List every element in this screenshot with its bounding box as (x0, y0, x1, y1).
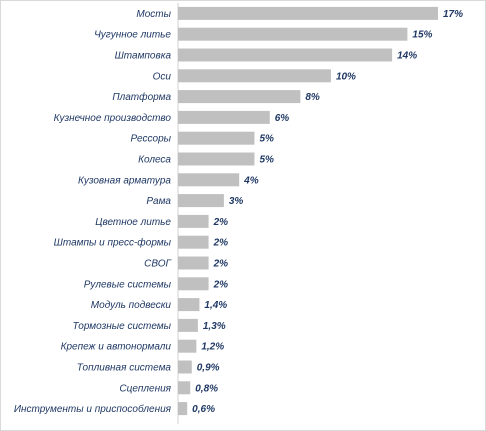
category-label: Оси (153, 71, 172, 82)
bar (178, 173, 240, 187)
category-label: Штампы и пресс-формы (54, 237, 172, 249)
value-label: 2% (213, 238, 229, 249)
bar (178, 214, 209, 228)
bar (178, 277, 209, 291)
value-label: 8% (305, 92, 320, 103)
bar (178, 381, 191, 395)
value-labels-group: 17%15%14%10%8%6%5%5%4%3%2%2%2%2%1,4%1,3%… (192, 9, 463, 415)
category-label: Крепеж и автонормали (61, 342, 172, 353)
category-label: Тормозные системы (73, 321, 172, 332)
value-label: 0,9% (197, 363, 220, 374)
value-label: 5% (259, 134, 274, 145)
value-label: 5% (259, 155, 274, 166)
value-label: 1,4% (204, 300, 227, 311)
bar (178, 131, 255, 145)
value-label: 17% (443, 9, 463, 20)
bar (178, 6, 438, 20)
value-label: 0,8% (195, 383, 218, 394)
value-label: 1,3% (203, 321, 226, 332)
bar (178, 27, 408, 41)
category-label: Платформа (112, 91, 171, 103)
bar (178, 256, 209, 270)
bars-group (178, 6, 438, 416)
category-label: Модуль подвески (91, 300, 172, 311)
category-labels-group: Мосты Чугунное литье Штамповка Оси Платформа… (14, 9, 173, 415)
value-label: 15% (412, 30, 432, 41)
value-label: 6% (275, 113, 290, 124)
value-label: 0,6% (192, 404, 215, 415)
value-label: 10% (336, 71, 356, 82)
category-label: Рулевые системы (84, 279, 172, 290)
bar (178, 152, 255, 166)
category-label: Кузнечное производство (54, 113, 172, 124)
value-label: 2% (213, 279, 229, 290)
bar (178, 402, 188, 416)
category-label: Цветное литье (95, 217, 171, 228)
bar (178, 194, 224, 208)
bar (178, 318, 198, 332)
category-label: Мосты (136, 9, 171, 20)
bar (178, 298, 200, 312)
value-label: 2% (213, 259, 229, 270)
category-label: Инструменты и приспособления (14, 403, 172, 415)
category-label: Сцепления (119, 383, 171, 394)
category-label: Кузовная арматура (78, 175, 171, 186)
value-label: 4% (243, 175, 259, 186)
value-label: 3% (229, 196, 244, 207)
bar (178, 235, 209, 249)
value-label: 2% (213, 217, 229, 228)
bar (178, 90, 301, 104)
category-label: Колеса (138, 155, 171, 166)
value-label: 14% (397, 51, 417, 62)
value-label: 1,2% (201, 342, 224, 353)
category-label: СВОГ (144, 259, 172, 270)
bar (178, 110, 270, 124)
bar (178, 360, 192, 374)
category-label: Чугунное литье (94, 30, 171, 41)
bar (178, 339, 197, 353)
category-label: Топливная система (77, 363, 172, 374)
category-label: Штамповка (115, 51, 172, 62)
category-label: Рама (146, 196, 171, 207)
category-label: Рессоры (131, 134, 172, 145)
bar (178, 69, 331, 83)
bar (178, 48, 393, 62)
